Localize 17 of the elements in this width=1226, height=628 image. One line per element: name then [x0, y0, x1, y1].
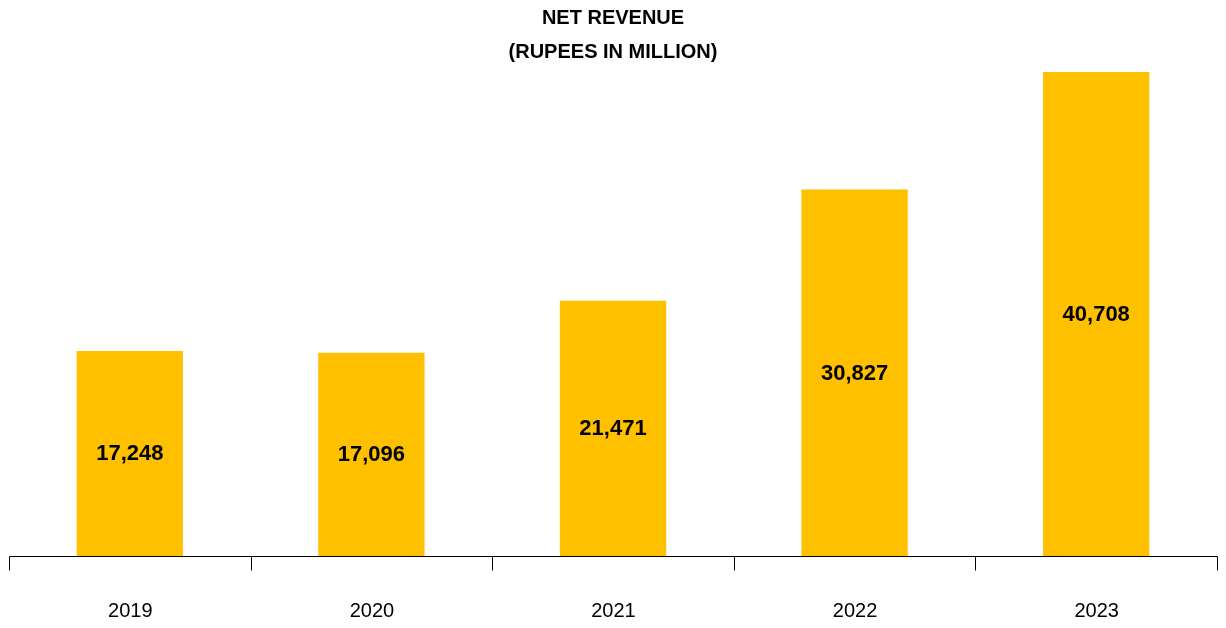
bar — [318, 352, 425, 556]
data-label: 21,471 — [579, 415, 647, 441]
x-tick-label: 2019 — [108, 598, 153, 621]
bar — [1043, 72, 1150, 556]
data-label: 40,708 — [1062, 301, 1130, 326]
chart-title: NET REVENUE — [541, 6, 685, 28]
x-tick-label: 2021 — [591, 598, 636, 621]
data-label: 17,096 — [337, 441, 406, 467]
x-tick-label: 2020 — [349, 598, 395, 621]
bar — [559, 300, 667, 556]
bar — [76, 350, 183, 556]
x-tick-label: 2023 — [1074, 598, 1119, 621]
x-tick-label: 2022 — [832, 598, 878, 621]
data-label: 30,827 — [820, 359, 889, 385]
data-label: 17,248 — [96, 440, 164, 466]
bar — [801, 189, 908, 556]
chart-subtitle: (RUPEES IN MILLION) — [508, 40, 718, 62]
